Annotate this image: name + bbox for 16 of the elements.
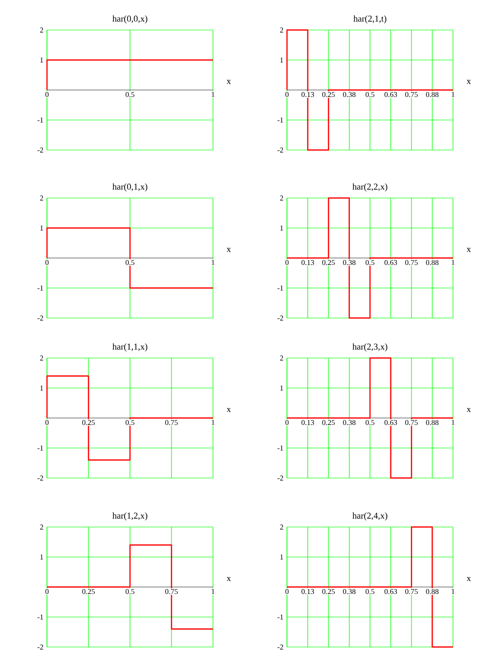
chart-title: har(2,1,t): [353, 15, 386, 24]
x-axis-title: x: [226, 576, 231, 582]
chart-title: har(0,1,x): [112, 183, 148, 192]
x-axis-title: x: [226, 248, 231, 252]
x-axis-title: x: [226, 80, 231, 84]
chart-title: har(2,4,x): [352, 512, 388, 520]
chart-title: har(1,2,x): [112, 512, 148, 520]
chart-title: har(1,1,x): [112, 343, 148, 352]
chart-title: har(2,3,x): [352, 343, 388, 352]
x-axis-title: x: [226, 408, 231, 412]
chart-title: har(2,2,x): [352, 183, 388, 192]
x-axis-title: x: [466, 80, 471, 84]
chart-title: har(0,0,x): [112, 15, 148, 24]
x-axis-title: x: [466, 408, 471, 412]
x-axis-title: x: [466, 576, 471, 582]
x-axis-title: x: [466, 248, 471, 252]
